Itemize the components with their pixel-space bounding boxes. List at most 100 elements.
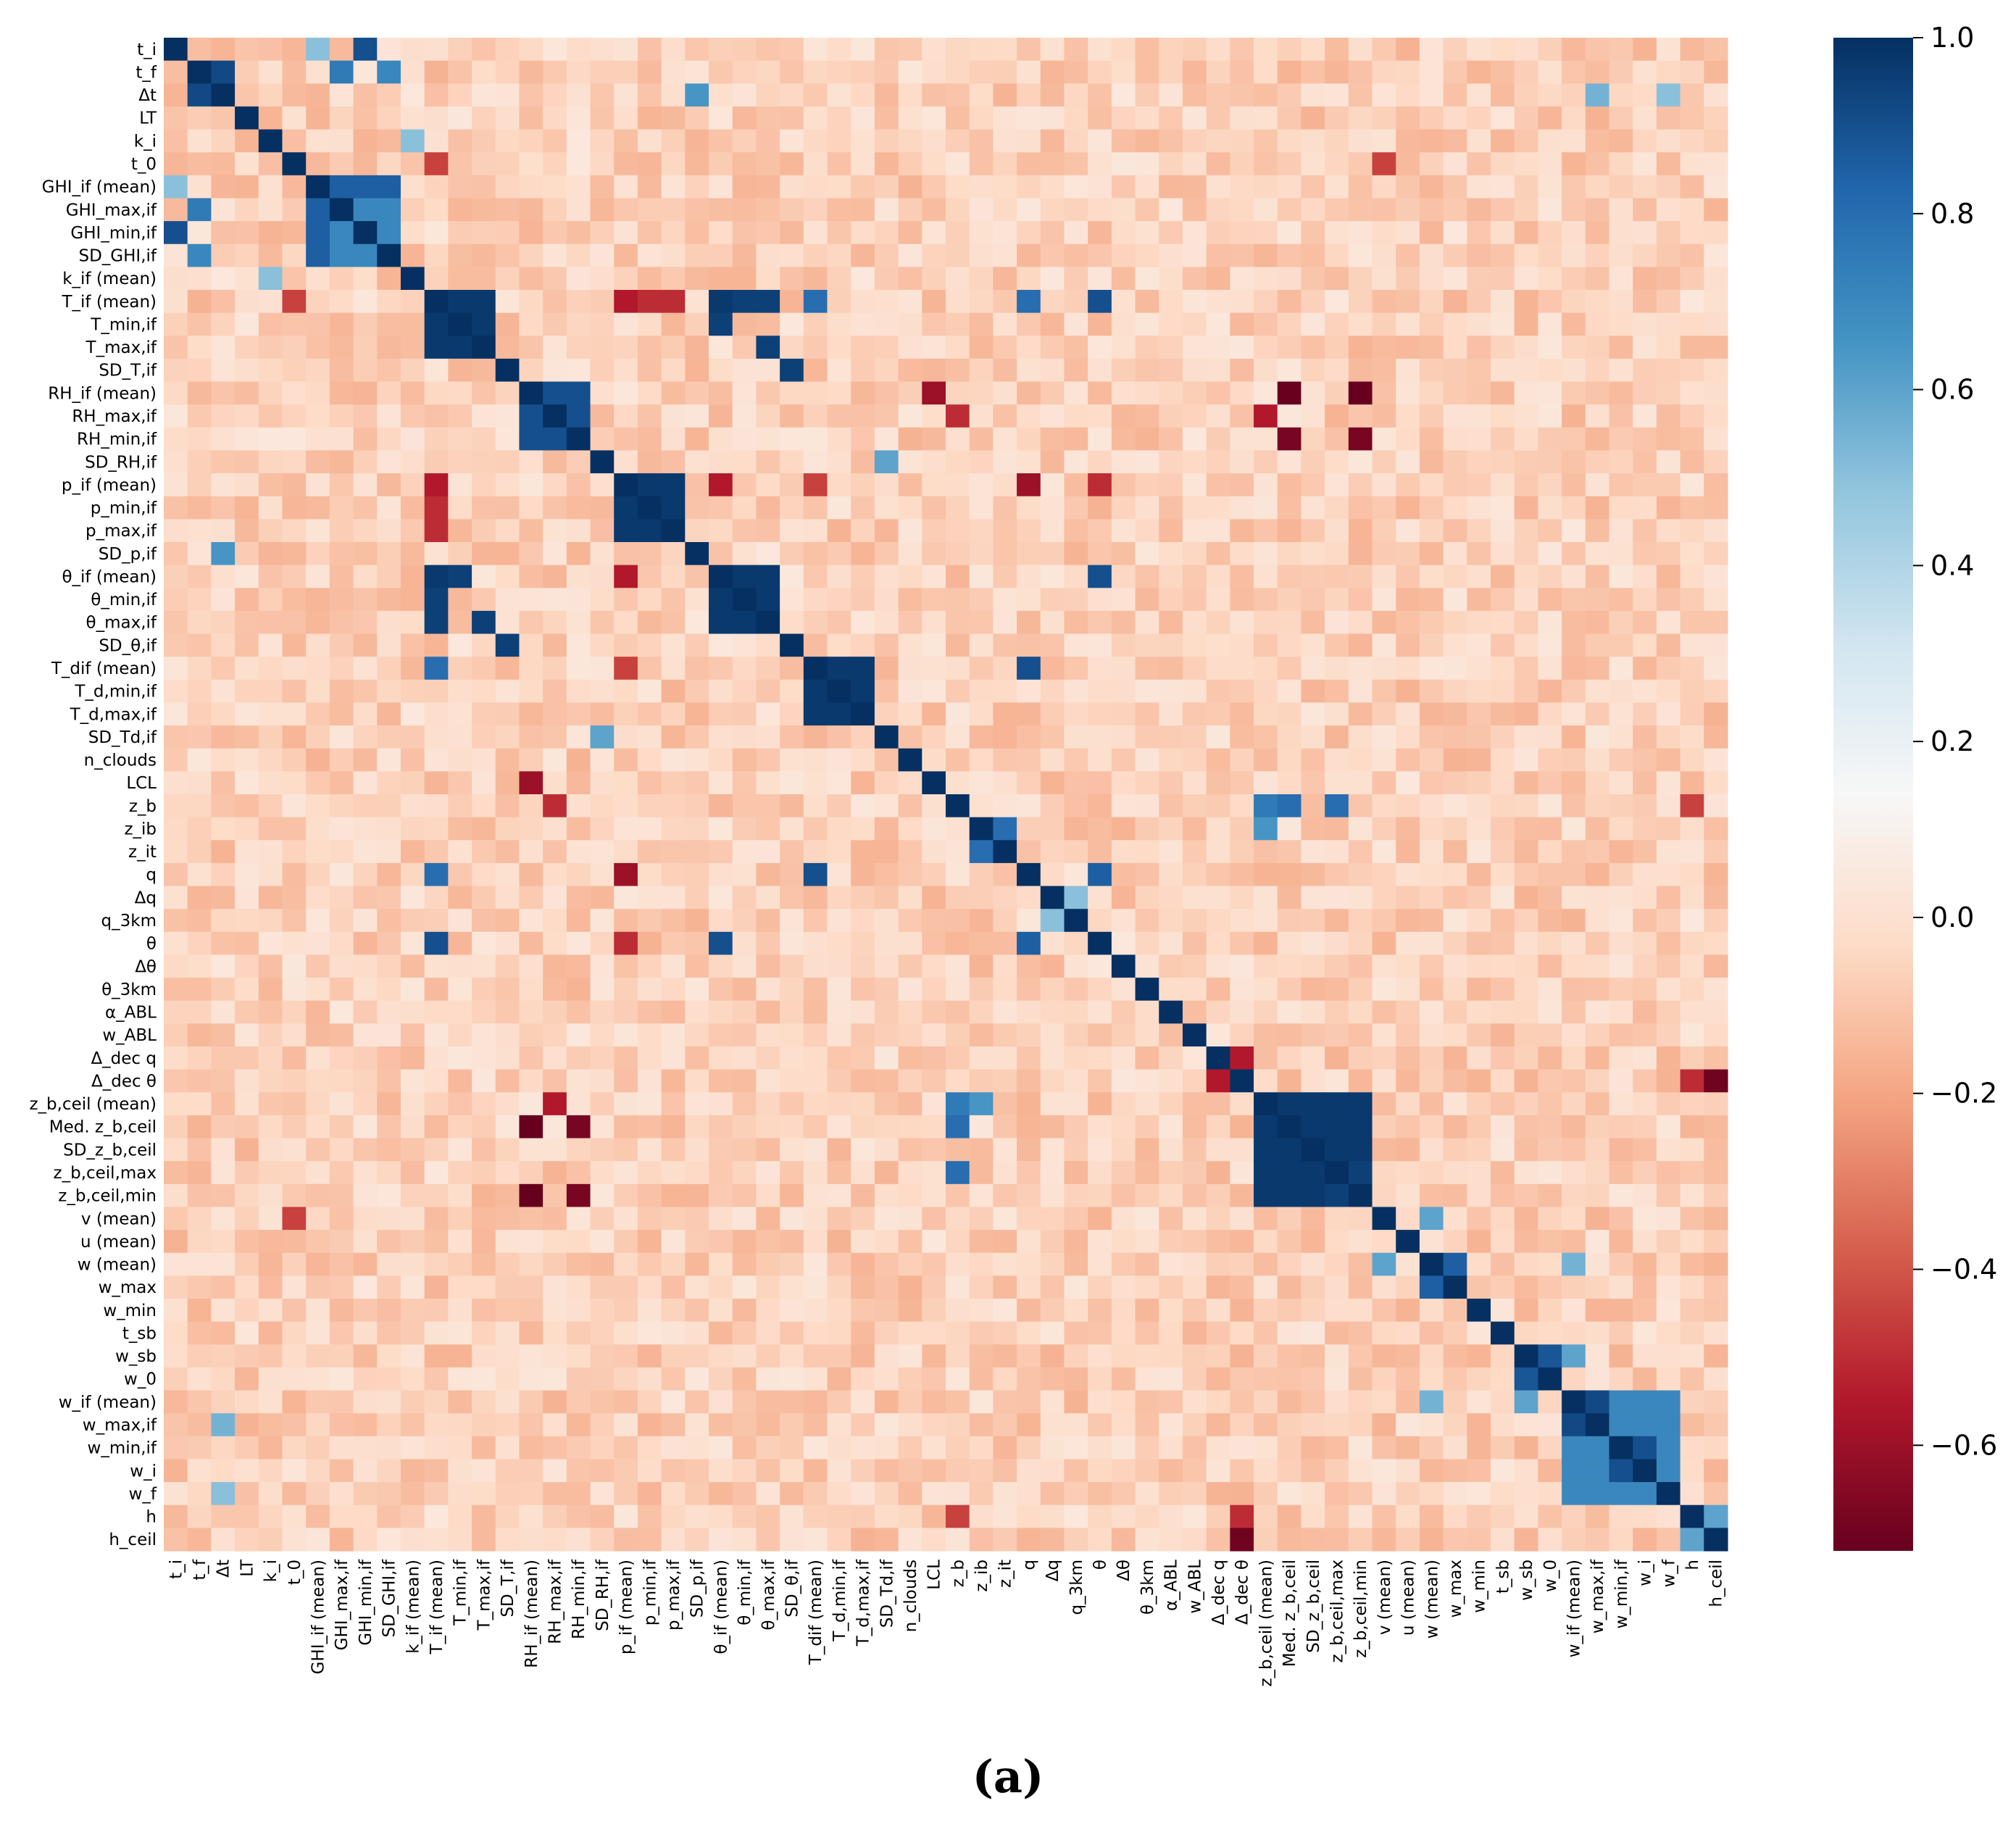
heatmap-cell (1135, 129, 1159, 153)
heatmap-cell (282, 1092, 307, 1116)
heatmap-cell (1514, 1482, 1539, 1506)
heatmap-cell (1230, 1092, 1254, 1116)
heatmap-cell (472, 83, 496, 107)
heatmap-cell (661, 290, 686, 314)
heatmap-cell (946, 1069, 970, 1093)
heatmap-cell (1419, 1504, 1444, 1528)
colorbar-tick-label: −0.4 (1930, 1254, 1997, 1286)
heatmap-cell (164, 1528, 188, 1552)
heatmap-cell (614, 542, 638, 566)
heatmap-cell (258, 336, 283, 359)
y-tick-label: h_ceil (109, 1531, 157, 1549)
heatmap-cell (1585, 909, 1610, 933)
heatmap-cell (1704, 473, 1728, 497)
heatmap-cell (1064, 243, 1088, 267)
heatmap-cell (519, 290, 543, 314)
heatmap-cell (1562, 198, 1586, 222)
heatmap-cell (780, 1207, 804, 1231)
heatmap-cell (400, 1275, 425, 1299)
heatmap-cell (1325, 931, 1349, 956)
heatmap-cell (827, 657, 851, 680)
heatmap-cell (898, 1482, 922, 1506)
heatmap-cell (400, 588, 425, 612)
heatmap-cell (495, 175, 520, 199)
heatmap-cell (1040, 588, 1065, 612)
heatmap-cell (543, 565, 567, 588)
heatmap-cell (1467, 381, 1491, 405)
heatmap-cell (1325, 1344, 1349, 1368)
heatmap-cell (685, 633, 709, 657)
heatmap-cell (756, 1138, 780, 1162)
heatmap-cell (661, 1413, 686, 1437)
heatmap-cell (1040, 221, 1065, 245)
heatmap-cell (472, 519, 496, 543)
heatmap-cell (780, 840, 804, 864)
heatmap-cell (1064, 725, 1088, 749)
heatmap-cell (566, 290, 591, 314)
heatmap-cell (1609, 657, 1633, 680)
heatmap-cell (969, 886, 994, 909)
heatmap-cell (709, 633, 733, 657)
heatmap-cell (661, 1482, 686, 1506)
heatmap-cell (187, 817, 212, 841)
heatmap-cell (898, 1183, 922, 1208)
heatmap-cell (377, 954, 401, 978)
heatmap-cell (1491, 679, 1515, 704)
heatmap-cell (898, 679, 922, 704)
heatmap-cell (1064, 175, 1088, 199)
heatmap-cell (661, 404, 686, 428)
heatmap-cell (495, 886, 520, 909)
heatmap-cell (448, 243, 472, 267)
heatmap-cell (614, 152, 638, 176)
heatmap-cell (661, 1069, 686, 1093)
heatmap-cell (685, 1023, 709, 1047)
heatmap-cell (1538, 38, 1562, 62)
heatmap-cell (685, 1161, 709, 1185)
heatmap-cell (614, 817, 638, 841)
heatmap-cell (1230, 1299, 1254, 1323)
heatmap-cell (1704, 931, 1728, 956)
heatmap-cell (1017, 771, 1041, 795)
heatmap-cell (1633, 657, 1657, 680)
x-tick-label: SD_z_b,ceil (1304, 1560, 1323, 1653)
heatmap-cell (1017, 427, 1041, 451)
heatmap-cell (946, 954, 970, 978)
heatmap-cell (614, 840, 638, 864)
heatmap-cell (1443, 1000, 1467, 1024)
heatmap-cell (1348, 1207, 1373, 1231)
heatmap-cell (1301, 1092, 1325, 1116)
heatmap-cell (1538, 83, 1562, 107)
heatmap-cell (685, 679, 709, 704)
heatmap-cell (756, 336, 780, 359)
heatmap-cell (353, 1046, 378, 1070)
heatmap-cell (1704, 840, 1728, 864)
heatmap-cell (803, 175, 828, 199)
heatmap-cell (329, 1459, 354, 1483)
heatmap-cell (566, 1344, 591, 1368)
heatmap-cell (211, 83, 236, 107)
heatmap-cell (637, 1207, 662, 1231)
heatmap-cell (1182, 978, 1207, 1002)
heatmap-cell (1182, 1023, 1207, 1047)
heatmap-cell (1277, 1504, 1302, 1528)
heatmap-cell (329, 794, 354, 818)
heatmap-cell (543, 1482, 567, 1506)
heatmap-cell (235, 175, 259, 199)
heatmap-cell (946, 633, 970, 657)
heatmap-cell (685, 817, 709, 841)
heatmap-cell (1585, 1459, 1610, 1483)
heatmap-cell (637, 909, 662, 933)
heatmap-cell (448, 496, 472, 520)
heatmap-cell (1680, 1069, 1704, 1093)
heatmap-cell (1372, 565, 1396, 588)
heatmap-cell (566, 1321, 591, 1345)
heatmap-cell (1206, 1504, 1230, 1528)
heatmap-cell (1040, 1252, 1065, 1276)
heatmap-cell (1088, 1459, 1112, 1483)
heatmap-cell (1680, 473, 1704, 497)
heatmap-cell (780, 404, 804, 428)
heatmap-cell (1514, 473, 1539, 497)
heatmap-cell (258, 243, 283, 267)
heatmap-cell (329, 1092, 354, 1116)
heatmap-cell (851, 267, 875, 291)
